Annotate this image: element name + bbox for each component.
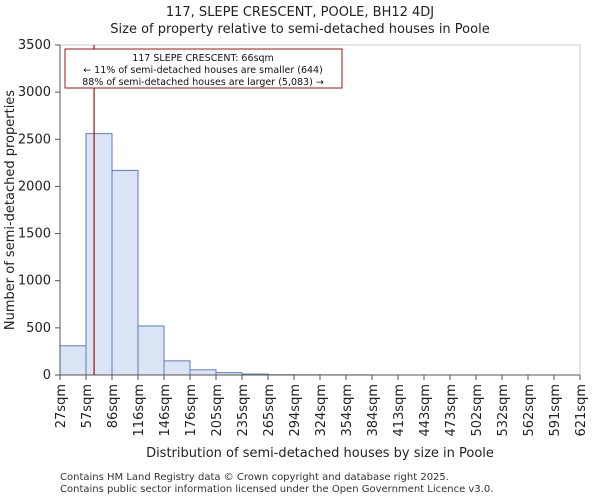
histogram-bar	[85, 133, 113, 376]
annotation-line: ← 11% of semi-detached houses are smalle…	[83, 65, 323, 76]
y-axis-title: Number of semi-detached properties	[3, 90, 18, 330]
y-tick-label: 3000	[18, 85, 51, 100]
histogram-bar	[163, 360, 191, 376]
x-tick-label: 176sqm	[184, 384, 199, 437]
annotation-line: 88% of semi-detached houses are larger (…	[82, 77, 324, 88]
annotation-line: 117 SLEPE CRESCENT: 66sqm	[132, 53, 274, 64]
histogram-bar	[137, 325, 165, 376]
x-tick-label: 473sqm	[444, 384, 459, 437]
x-tick-label: 205sqm	[210, 384, 225, 437]
x-tick-label: 621sqm	[574, 384, 589, 437]
x-tick-label: 413sqm	[392, 384, 407, 437]
footer-licence: Contains public sector information licen…	[60, 484, 494, 495]
y-tick-label: 3500	[18, 38, 51, 53]
histogram-bar	[59, 345, 87, 376]
footer-copyright: Contains HM Land Registry data © Crown c…	[60, 472, 449, 483]
x-tick-label: 324sqm	[314, 384, 329, 437]
x-tick-label: 86sqm	[106, 384, 121, 428]
annotation-box	[64, 48, 343, 89]
histogram-bar	[111, 169, 139, 376]
x-tick-label: 27sqm	[54, 384, 69, 428]
y-tick-label: 0	[43, 368, 51, 383]
chart-title: 117, SLEPE CRESCENT, POOLE, BH12 4DJ	[165, 5, 435, 20]
x-tick-label: 116sqm	[132, 384, 147, 437]
x-tick-label: 265sqm	[262, 384, 277, 437]
x-tick-label: 502sqm	[470, 384, 485, 437]
x-tick-label: 562sqm	[522, 384, 537, 437]
x-tick-label: 354sqm	[340, 384, 355, 437]
x-tick-label: 146sqm	[158, 384, 173, 437]
y-tick-label: 1500	[18, 227, 51, 242]
x-tick-label: 294sqm	[288, 384, 303, 437]
chart-subtitle: Size of property relative to semi-detach…	[110, 22, 490, 37]
y-tick-label: 2500	[18, 132, 51, 147]
histogram-bar	[189, 369, 217, 376]
y-tick-label: 1000	[18, 274, 51, 289]
x-tick-label: 57sqm	[80, 384, 95, 428]
y-tick-label: 2000	[18, 179, 51, 194]
x-axis-title: Distribution of semi-detached houses by …	[146, 446, 494, 461]
x-tick-label: 384sqm	[366, 384, 381, 437]
x-tick-label: 591sqm	[548, 384, 563, 437]
x-tick-label: 443sqm	[418, 384, 433, 437]
x-tick-label: 235sqm	[236, 384, 251, 437]
y-tick-label: 500	[26, 321, 51, 336]
x-tick-label: 532sqm	[496, 384, 511, 437]
